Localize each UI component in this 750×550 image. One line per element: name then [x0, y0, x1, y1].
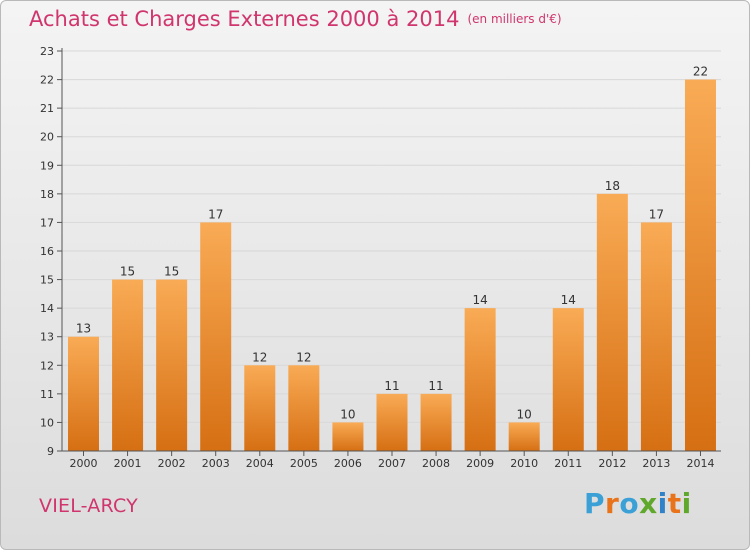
data-label: 11 — [384, 379, 399, 393]
y-tick-label: 23 — [40, 45, 54, 58]
data-label: 14 — [561, 293, 576, 307]
data-label: 14 — [472, 293, 487, 307]
logo-letter: i — [681, 487, 692, 520]
logo-letter: P — [584, 487, 606, 520]
bars — [68, 79, 716, 452]
y-tick-label: 15 — [40, 274, 54, 287]
x-tick-label: 2014 — [686, 457, 714, 470]
bar — [420, 393, 452, 451]
x-tick-label: 2011 — [554, 457, 582, 470]
data-label: 10 — [517, 407, 532, 421]
x-tick-label: 2004 — [246, 457, 274, 470]
bar — [464, 308, 496, 451]
logo-letter: o — [619, 487, 640, 520]
y-tick-label: 22 — [40, 74, 54, 87]
y-tick-label: 12 — [40, 359, 54, 372]
y-tick-label: 13 — [40, 331, 54, 344]
y-tick-label: 11 — [40, 388, 54, 401]
x-tick-label: 2007 — [378, 457, 406, 470]
y-tick-label: 21 — [40, 102, 54, 115]
y-tick-label: 19 — [40, 159, 54, 172]
data-label: 22 — [693, 65, 708, 79]
bar — [508, 422, 540, 451]
y-tick-label: 9 — [47, 445, 54, 458]
data-label: 17 — [649, 207, 664, 221]
bar — [684, 79, 716, 452]
x-tick-label: 2006 — [334, 457, 362, 470]
proxiti-logo: Proxiti — [584, 487, 692, 520]
y-tick-label: 17 — [40, 216, 54, 229]
data-label: 12 — [252, 350, 267, 364]
x-tick-label: 2010 — [510, 457, 538, 470]
bar — [552, 308, 584, 451]
chart-title: Achats et Charges Externes 2000 à 2014 (e… — [29, 7, 562, 31]
data-label: 15 — [120, 265, 135, 279]
bar — [112, 279, 144, 451]
logo-letter: r — [605, 487, 620, 520]
x-tick-label: 2002 — [158, 457, 186, 470]
data-label: 13 — [76, 322, 91, 336]
x-tick-label: 2005 — [290, 457, 318, 470]
data-label: 15 — [164, 265, 179, 279]
logo-letter: x — [639, 487, 658, 520]
x-tick-label: 2012 — [598, 457, 626, 470]
data-label: 12 — [296, 350, 311, 364]
data-label: 11 — [428, 379, 443, 393]
chart-subtitle: (en milliers d'€) — [467, 12, 562, 26]
bar — [200, 222, 232, 451]
bar — [596, 193, 628, 451]
labels: 9 10 11 12 13 14 15 16 17 18 19 20 21 22 23 13 2000 15 200… — [40, 45, 714, 470]
x-tick-label: 2013 — [642, 457, 670, 470]
data-label: 18 — [605, 179, 620, 193]
bar — [156, 279, 188, 451]
logo-letter: i — [657, 487, 668, 520]
logo-letter: t — [667, 487, 682, 520]
bar — [68, 336, 99, 451]
x-tick-label: 2003 — [202, 457, 230, 470]
x-tick-label: 2000 — [70, 457, 98, 470]
bar — [640, 222, 672, 451]
chart-title-text: Achats et Charges Externes 2000 à 2014 — [29, 7, 460, 31]
data-label: 10 — [340, 407, 355, 421]
bar — [376, 393, 408, 451]
bar — [288, 365, 320, 451]
y-tick-label: 14 — [40, 302, 54, 315]
axes — [57, 48, 721, 456]
bar — [244, 365, 276, 451]
x-tick-label: 2009 — [466, 457, 494, 470]
y-tick-label: 20 — [40, 131, 54, 144]
x-tick-label: 2001 — [114, 457, 142, 470]
x-tick-label: 2008 — [422, 457, 450, 470]
y-tick-label: 10 — [40, 416, 54, 429]
data-label: 17 — [208, 207, 223, 221]
bar — [332, 422, 364, 451]
y-tick-label: 18 — [40, 188, 54, 201]
y-tick-label: 16 — [40, 245, 54, 258]
town-name: VIEL-ARCY — [39, 495, 138, 517]
